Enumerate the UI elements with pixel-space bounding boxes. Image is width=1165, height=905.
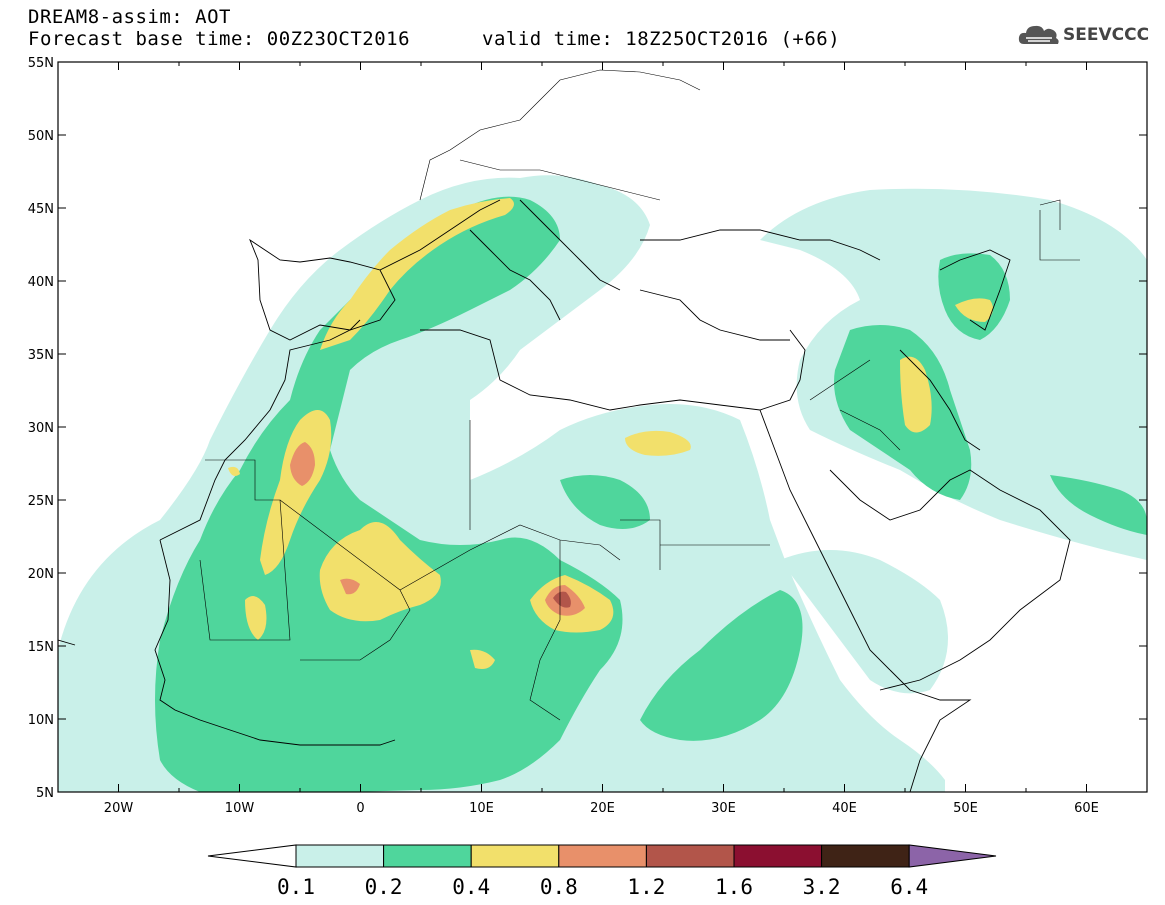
colorbar-label: 6.4 — [890, 875, 928, 899]
lat-tick-label: 10N — [28, 713, 54, 728]
axis-ticks: 20W 10W 0 10E 20E 30E 40E 50E 60E 5N 10N 15N 20N 25N 3… — [28, 56, 1148, 816]
colorbar-swatch — [470, 844, 560, 868]
lat-tick-label: 30N — [28, 421, 54, 436]
cloud-icon — [1018, 25, 1059, 44]
colorbar-label: 1.2 — [627, 875, 665, 899]
lat-tick-label: 15N — [28, 640, 54, 655]
colorbar-label: 0.2 — [365, 875, 403, 899]
colorbar-label: 1.6 — [715, 875, 753, 899]
lat-tick-label: 20N — [28, 567, 54, 582]
valid-time: valid time: 18Z25OCT2016 (+66) — [482, 28, 841, 50]
lat-tick-label: 45N — [28, 202, 54, 217]
colorbar-label: 0.4 — [452, 875, 490, 899]
colorbar-swatch — [558, 844, 647, 868]
lat-tick-label: 50N — [28, 129, 54, 144]
colorbar-swatch — [645, 844, 735, 868]
lon-tick-label: 30E — [711, 801, 736, 816]
colorbar-swatch — [383, 844, 472, 868]
header: DREAM8-assim: AOT Forecast base time: 00… — [28, 6, 840, 50]
lat-tick-label: 5N — [36, 786, 54, 801]
map-title: DREAM8-assim: AOT — [28, 6, 231, 28]
lat-tick-label: 40N — [28, 275, 54, 290]
lon-tick-label: 40E — [832, 801, 857, 816]
forecast-base-time: Forecast base time: 00Z23OCT2016 — [28, 28, 411, 50]
coastlines — [58, 199, 1071, 792]
seevccc-logo: SEEVCCC — [1018, 22, 1149, 48]
country-borders — [199, 69, 1080, 721]
colorbar-swatch — [295, 844, 385, 868]
lat-tick-label: 25N — [28, 494, 54, 509]
lon-tick-label: 60E — [1074, 801, 1099, 816]
lon-tick-label: 10W — [225, 801, 255, 816]
lon-tick-label: 0 — [356, 801, 364, 816]
lon-tick-label: 20E — [590, 801, 615, 816]
lat-tick-label: 55N — [28, 56, 54, 71]
colorbar-label: 0.1 — [277, 875, 315, 899]
colorbar-label: 3.2 — [803, 875, 841, 899]
aot-field — [58, 175, 1147, 792]
colorbar-over-arrow — [908, 844, 997, 868]
colorbar-swatch — [821, 844, 910, 868]
colorbar-swatch — [733, 844, 823, 868]
lon-tick-label: 10E — [469, 801, 494, 816]
lat-tick-label: 35N — [28, 348, 54, 363]
lon-tick-label: 20W — [104, 801, 134, 816]
colorbar: 0.1 0.2 0.4 0.8 1.2 1.6 3.2 6.4 — [207, 844, 997, 899]
lon-tick-label: 50E — [953, 801, 978, 816]
colorbar-under-arrow — [207, 844, 297, 868]
logo-text: SEEVCCC — [1063, 25, 1150, 45]
colorbar-label: 0.8 — [540, 875, 578, 899]
